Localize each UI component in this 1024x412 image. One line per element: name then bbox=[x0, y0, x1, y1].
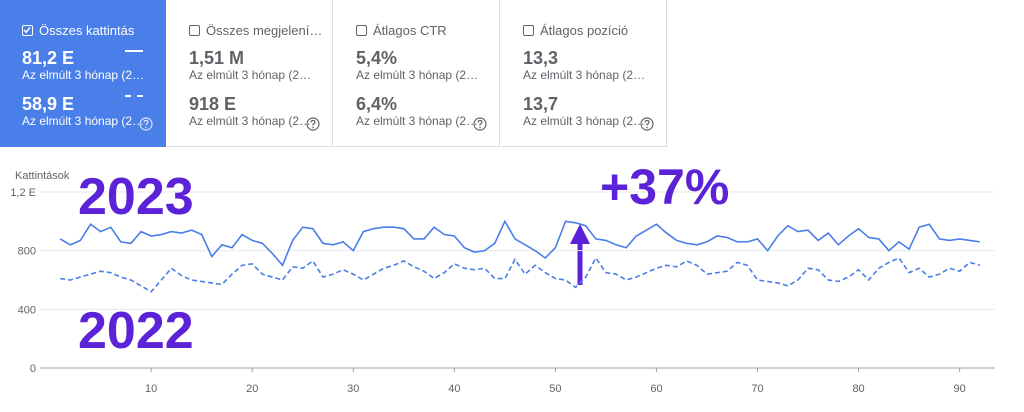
line-series bbox=[60, 256, 981, 293]
x-tick-label: 50 bbox=[549, 383, 561, 395]
x-tick-label: 30 bbox=[347, 383, 359, 395]
value-previous: 58,9 E bbox=[22, 94, 75, 114]
help-icon bbox=[473, 117, 487, 136]
x-tick-label: 20 bbox=[246, 383, 258, 395]
card-title: Összes kattintás bbox=[22, 22, 165, 38]
checkbox bbox=[22, 24, 33, 36]
legend-dashed bbox=[125, 95, 143, 97]
help-icon bbox=[306, 117, 320, 136]
y-tick-label: 0 bbox=[30, 363, 36, 375]
period-previous: Az elmúlt 3 hónap (2… bbox=[356, 114, 479, 128]
card-title: Összes megjelení… bbox=[189, 22, 332, 38]
period-current: Az elmúlt 3 hónap (2… bbox=[189, 68, 312, 82]
value-previous: 6,4% bbox=[356, 94, 398, 114]
x-tick-label: 10 bbox=[145, 383, 157, 395]
help-icon bbox=[139, 117, 153, 136]
help bbox=[640, 117, 654, 131]
x-tick-label: 60 bbox=[650, 383, 662, 395]
y-axis-label: Kattintások bbox=[15, 170, 70, 182]
metric-card[interactable]: Összes megjelení… 1,51 M Az elmúlt 3 hónap… bbox=[167, 0, 333, 147]
annotation: 2023 bbox=[78, 168, 194, 226]
card-title-text: Összes megjelení… bbox=[206, 22, 323, 38]
x-tick-label: 90 bbox=[954, 383, 966, 395]
value-current: 13,3 bbox=[523, 48, 559, 68]
arrow-head bbox=[570, 224, 590, 244]
period-current: Az elmúlt 3 hónap (2… bbox=[523, 68, 646, 82]
y-tick-label: 1,2 E bbox=[10, 187, 36, 199]
line-series bbox=[59, 219, 980, 267]
value-current: 81,2 E bbox=[22, 48, 75, 68]
help bbox=[473, 117, 487, 131]
checkbox bbox=[523, 24, 534, 36]
metric-card[interactable]: Átlagos CTR 5,4% Az elmúlt 3 hónap (2… 6,4%… bbox=[334, 0, 500, 147]
annotation: +37% bbox=[600, 159, 729, 215]
period-previous: Az elmúlt 3 hónap (2… bbox=[189, 114, 312, 128]
x-tick-label: 70 bbox=[751, 383, 763, 395]
y-tick-label: 800 bbox=[18, 246, 36, 258]
card-title-text: Összes kattintás bbox=[39, 22, 135, 38]
value-previous: 13,7 bbox=[523, 94, 559, 114]
card-title: Átlagos CTR bbox=[356, 22, 499, 38]
help bbox=[306, 117, 320, 131]
value-previous: 918 E bbox=[189, 94, 237, 114]
metric-card[interactable]: Átlagos pozíció 13,3 Az elmúlt 3 hónap (2…… bbox=[501, 0, 667, 147]
card-title-text: Átlagos CTR bbox=[373, 22, 447, 38]
period-previous: Az elmúlt 3 hónap (2… bbox=[523, 114, 646, 128]
card-title: Átlagos pozíció bbox=[523, 22, 666, 38]
y-tick-label: 400 bbox=[18, 304, 36, 316]
x-tick-label: 40 bbox=[448, 383, 460, 395]
metric-card[interactable]: Összes kattintás 81,2 E Az elmúlt 3 hónap … bbox=[0, 0, 166, 147]
value-current: 1,51 M bbox=[189, 48, 245, 68]
period-previous: Az elmúlt 3 hónap (2… bbox=[22, 114, 145, 128]
help bbox=[139, 117, 153, 131]
card-title-text: Átlagos pozíció bbox=[540, 22, 629, 38]
x-tick-label: 80 bbox=[852, 383, 864, 395]
value-current: 5,4% bbox=[356, 48, 398, 68]
check bbox=[23, 26, 31, 33]
annotation: 2022 bbox=[78, 302, 194, 360]
period-current: Az elmúlt 3 hónap (2… bbox=[356, 68, 479, 82]
help-icon bbox=[640, 117, 654, 136]
checkbox bbox=[189, 24, 200, 36]
checkbox bbox=[356, 24, 367, 36]
chart: Kattintások 0 400 800 1,2 E 10 20 30 40 50 60 70 80… bbox=[10, 159, 995, 395]
legend-solid bbox=[125, 50, 143, 52]
period-current: Az elmúlt 3 hónap (2… bbox=[22, 68, 145, 82]
